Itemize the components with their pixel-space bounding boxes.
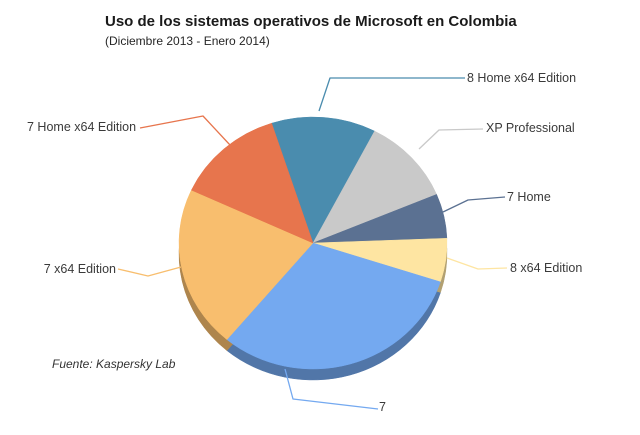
leader-line-7 <box>284 368 379 410</box>
label-7-home-x64-edition: 7 Home x64 Edition <box>27 120 137 134</box>
label-8-home-x64-edition: 8 Home x64 Edition <box>467 71 577 85</box>
leader-line-xp-professional <box>418 128 484 150</box>
pie-slice-7-home-x64-edition <box>191 122 314 244</box>
label-7-home: 7 Home <box>507 190 551 204</box>
leader-line-7-home-x64-edition <box>139 115 231 146</box>
pie-slice-8-home-x64-edition <box>271 116 375 244</box>
leader-line-7-home <box>442 196 506 213</box>
label-7-x64-edition: 7 x64 Edition <box>43 262 116 276</box>
label-8-x64-edition: 8 x64 Edition <box>510 261 583 275</box>
source-note: Fuente: Kaspersky Lab <box>52 357 176 371</box>
leader-line-8-home-x64-edition <box>318 77 465 112</box>
pie-slice-xp-professional <box>312 130 437 244</box>
pie-slice-7-x64-edition <box>178 189 314 340</box>
pie-slice-7 <box>226 242 441 370</box>
label-xp-professional: XP Professional <box>486 121 575 135</box>
pie-slices <box>178 116 448 370</box>
label-7: 7 <box>379 400 386 414</box>
leader-line-7-x64-edition <box>117 266 182 277</box>
chart-title: Uso de los sistemas operativos de Micros… <box>105 13 517 30</box>
leader-line-8-x64-edition <box>446 257 508 270</box>
leader-lines <box>117 77 508 410</box>
chart-subtitle: (Diciembre 2013 - Enero 2014) <box>105 34 270 48</box>
